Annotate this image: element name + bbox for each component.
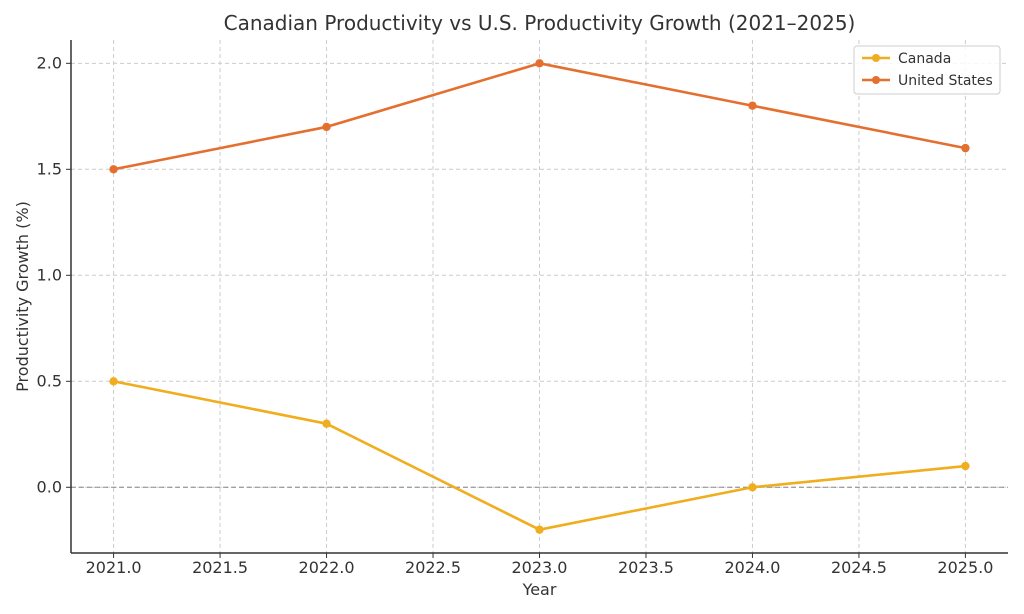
series-canada <box>109 377 970 534</box>
legend-item: Canada <box>862 51 951 67</box>
x-tick-label: 2025.0 <box>937 558 993 577</box>
y-tick-label: 0.5 <box>37 371 62 390</box>
data-point <box>961 143 970 153</box>
data-point <box>322 419 331 428</box>
legend-item: United States <box>862 73 993 89</box>
y-axis-ticks: 0.0 0.5 1.0 1.5 2.0 <box>37 53 71 496</box>
legend-swatch-marker <box>872 76 880 84</box>
data-point <box>748 483 757 492</box>
x-tick-label: 2024.0 <box>724 558 780 577</box>
x-tick-label: 2022.0 <box>299 558 355 577</box>
data-point <box>109 377 118 386</box>
legend-label: United States <box>898 73 993 89</box>
legend: Canada United States <box>853 45 1001 95</box>
series <box>109 59 970 534</box>
x-tick-label: 2021.5 <box>192 558 248 577</box>
y-tick-label: 0.0 <box>37 477 62 496</box>
series-united-states <box>109 59 970 174</box>
x-tick-label: 2021.0 <box>86 558 142 577</box>
data-point <box>109 165 118 174</box>
y-tick-label: 2.0 <box>37 53 62 72</box>
y-tick-label: 1.5 <box>37 159 62 178</box>
x-axis-ticks: 2021.0 2021.5 2022.0 2022.5 2023.0 2023.5 2024… <box>86 553 993 577</box>
legend-swatch-marker <box>872 54 880 62</box>
y-tick-label: 1.0 <box>37 265 62 284</box>
x-tick-label: 2023.0 <box>512 558 568 577</box>
legend-box <box>853 45 1001 95</box>
data-point <box>961 461 970 471</box>
data-point <box>748 101 757 110</box>
x-tick-label: 2023.5 <box>618 558 674 577</box>
y-axis-label: Productivity Growth (%) <box>13 201 32 392</box>
x-tick-label: 2022.5 <box>405 558 461 577</box>
chart-title: Canadian Productivity vs U.S. Productivi… <box>224 11 856 35</box>
x-axis-label: Year <box>522 580 557 599</box>
data-point <box>535 525 544 534</box>
data-point <box>535 59 544 68</box>
data-point <box>322 122 331 132</box>
legend-label: Canada <box>898 51 951 67</box>
x-tick-label: 2024.5 <box>831 558 887 577</box>
